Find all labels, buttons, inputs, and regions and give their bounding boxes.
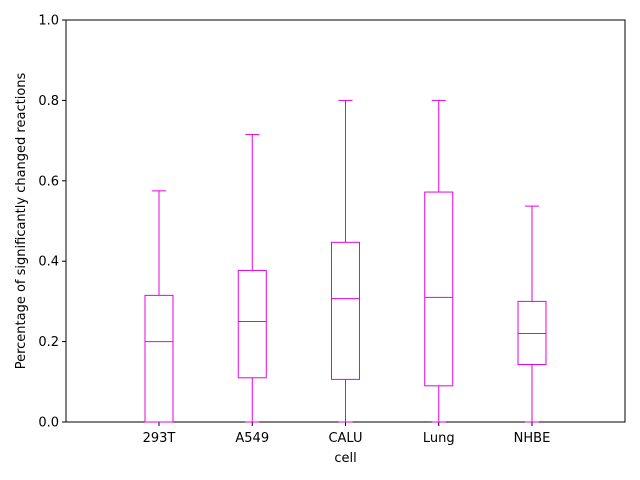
box-series — [144, 99, 547, 423]
box-iqr — [517, 300, 547, 366]
box-iqr — [144, 294, 174, 423]
box-lung — [424, 99, 454, 423]
x-tick-label: NHBE — [514, 431, 551, 446]
y-tick-label: 0.8 — [38, 94, 59, 109]
y-tick-label: 0.4 — [38, 255, 59, 270]
x-tick-label: 293T — [143, 431, 176, 446]
box-iqr — [424, 191, 454, 387]
box-nhbe — [517, 205, 547, 423]
x-tick-label: A549 — [235, 431, 269, 446]
y-axis-label: Percentage of significantly changed reac… — [14, 72, 29, 369]
x-tick-label: CALU — [328, 431, 362, 446]
x-axis: 293T A549 CALU Lung NHBE — [143, 422, 551, 446]
y-tick-label: 0.2 — [38, 335, 59, 350]
y-tick-label: 1.0 — [38, 14, 59, 29]
y-axis: 0.0 0.2 0.4 0.6 0.8 1.0 — [38, 14, 66, 431]
box-iqr — [237, 269, 267, 379]
x-axis-label: cell — [334, 451, 356, 466]
box-iqr — [331, 241, 360, 380]
y-tick-label: 0.6 — [38, 174, 59, 189]
box-a549 — [237, 134, 267, 423]
y-tick-label: 0.0 — [38, 416, 59, 431]
x-tick-label: Lung — [423, 431, 455, 446]
box-calu — [331, 99, 360, 423]
box-293t — [144, 190, 174, 423]
